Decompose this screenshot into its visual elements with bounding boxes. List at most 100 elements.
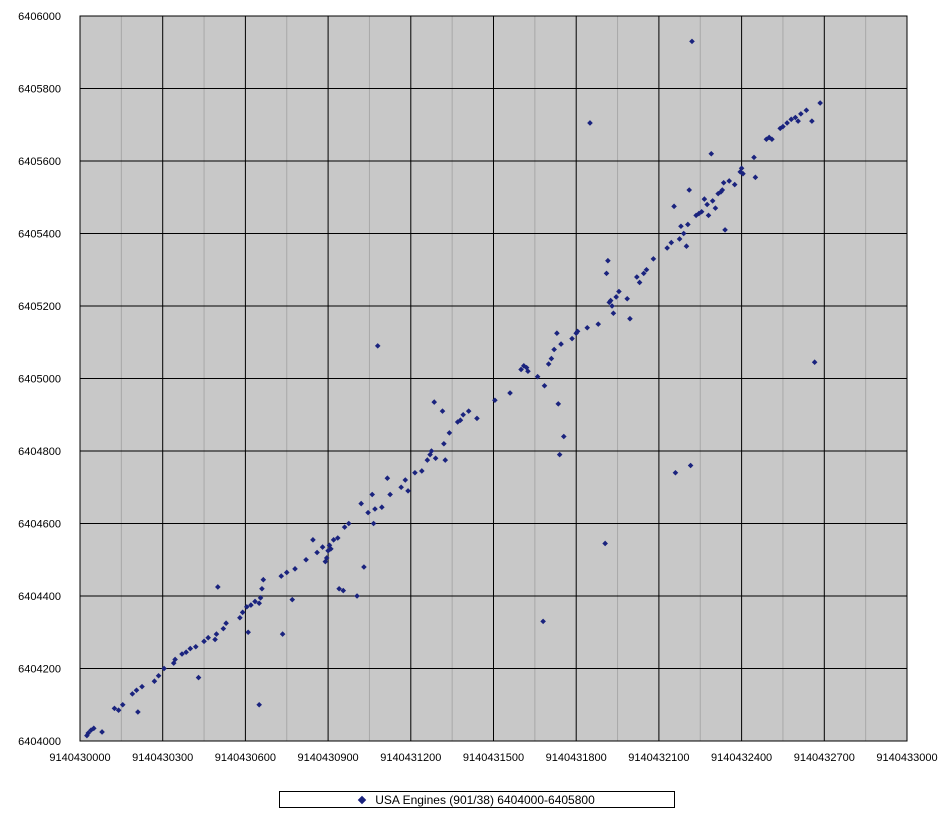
- y-tick-label: 6405600: [18, 156, 61, 168]
- data-point: [624, 295, 630, 302]
- data-point: [245, 629, 251, 636]
- data-point: [540, 618, 546, 625]
- data-point: [326, 542, 333, 549]
- data-point: [111, 705, 118, 712]
- data-point: [704, 201, 710, 208]
- data-point: [712, 205, 719, 211]
- x-tick-label: 9140432400: [711, 752, 772, 764]
- data-point: [88, 727, 94, 733]
- data-point: [551, 346, 557, 353]
- data-point: [361, 564, 367, 570]
- data-point: [492, 397, 498, 404]
- data-point: [384, 475, 391, 481]
- data-point: [179, 651, 185, 657]
- data-point: [369, 491, 376, 498]
- data-point: [584, 324, 591, 331]
- y-tick-label: 6404800: [18, 446, 61, 458]
- data-point: [664, 245, 670, 251]
- data-point: [780, 123, 786, 130]
- data-point: [172, 656, 178, 663]
- x-tick-label: 9140431200: [380, 752, 441, 764]
- data-point: [518, 366, 524, 373]
- data-point: [811, 359, 818, 365]
- data-point: [424, 457, 431, 463]
- data-point: [740, 170, 746, 177]
- data-point: [419, 468, 425, 474]
- data-point: [257, 595, 264, 601]
- data-point: [365, 509, 371, 516]
- data-point: [334, 535, 341, 541]
- x-tick-label: 9140433000: [876, 752, 937, 764]
- data-point: [738, 165, 745, 172]
- data-point: [715, 190, 721, 197]
- data-point: [680, 230, 687, 237]
- data-point: [442, 457, 449, 463]
- data-point: [345, 520, 352, 527]
- data-point: [187, 645, 194, 652]
- data-point: [731, 181, 738, 188]
- data-point: [534, 373, 541, 380]
- data-point: [817, 100, 823, 106]
- data-point: [685, 221, 691, 228]
- data-point: [303, 556, 309, 563]
- data-point: [556, 451, 563, 458]
- data-point: [370, 520, 377, 527]
- data-point: [405, 488, 411, 494]
- data-point: [554, 330, 560, 336]
- plot-border: [79, 15, 908, 742]
- data-point: [558, 341, 564, 347]
- data-point: [432, 455, 439, 462]
- data-point: [507, 390, 513, 396]
- data-point: [328, 546, 334, 552]
- data-point: [252, 598, 258, 605]
- data-point: [574, 328, 581, 335]
- data-point: [616, 288, 622, 295]
- data-point: [398, 484, 404, 491]
- legend-diamond-marker-icon: [357, 795, 367, 804]
- data-point: [548, 355, 555, 362]
- y-tick-label: 6404600: [18, 519, 61, 531]
- data-point: [260, 576, 267, 583]
- data-point: [195, 674, 202, 681]
- data-point: [283, 569, 290, 576]
- data-point: [319, 544, 326, 550]
- data-point: [446, 430, 453, 436]
- data-point: [441, 440, 447, 447]
- data-point: [340, 587, 347, 594]
- data-point: [769, 136, 775, 143]
- data-point: [560, 433, 567, 440]
- data-point: [687, 462, 694, 469]
- x-tick-label: 9140431500: [463, 752, 524, 764]
- data-point: [428, 448, 435, 454]
- data-point: [792, 114, 799, 121]
- data-point: [239, 609, 246, 616]
- data-point: [115, 707, 122, 713]
- data-point: [636, 279, 643, 286]
- data-point: [610, 310, 617, 317]
- data-point: [693, 212, 699, 219]
- data-point: [170, 660, 177, 666]
- data-point: [751, 154, 757, 161]
- data-point: [672, 469, 679, 476]
- data-point: [379, 504, 385, 510]
- data-point: [609, 303, 615, 309]
- y-tick-label: 6404400: [18, 591, 61, 603]
- data-point: [545, 361, 552, 367]
- data-point: [460, 411, 466, 418]
- data-point: [634, 274, 640, 280]
- data-point: [325, 547, 331, 554]
- data-point: [439, 408, 446, 414]
- x-axis-tick-labels: 9140430000 9140430300 9140430600 9140430900…: [49, 752, 937, 764]
- data-point: [135, 709, 141, 715]
- data-point: [613, 294, 619, 300]
- data-point: [341, 524, 348, 530]
- data-point: [803, 107, 810, 114]
- x-tick-label: 9140431800: [546, 752, 607, 764]
- data-point: [139, 683, 145, 690]
- data-point: [256, 701, 262, 708]
- data-point: [587, 120, 593, 126]
- x-tick-label: 9140430600: [215, 752, 276, 764]
- data-point: [402, 477, 409, 483]
- y-axis-tick-labels: 6404000 6404200 6404400 6404600 6404800 64050…: [18, 11, 61, 748]
- data-point: [279, 631, 286, 637]
